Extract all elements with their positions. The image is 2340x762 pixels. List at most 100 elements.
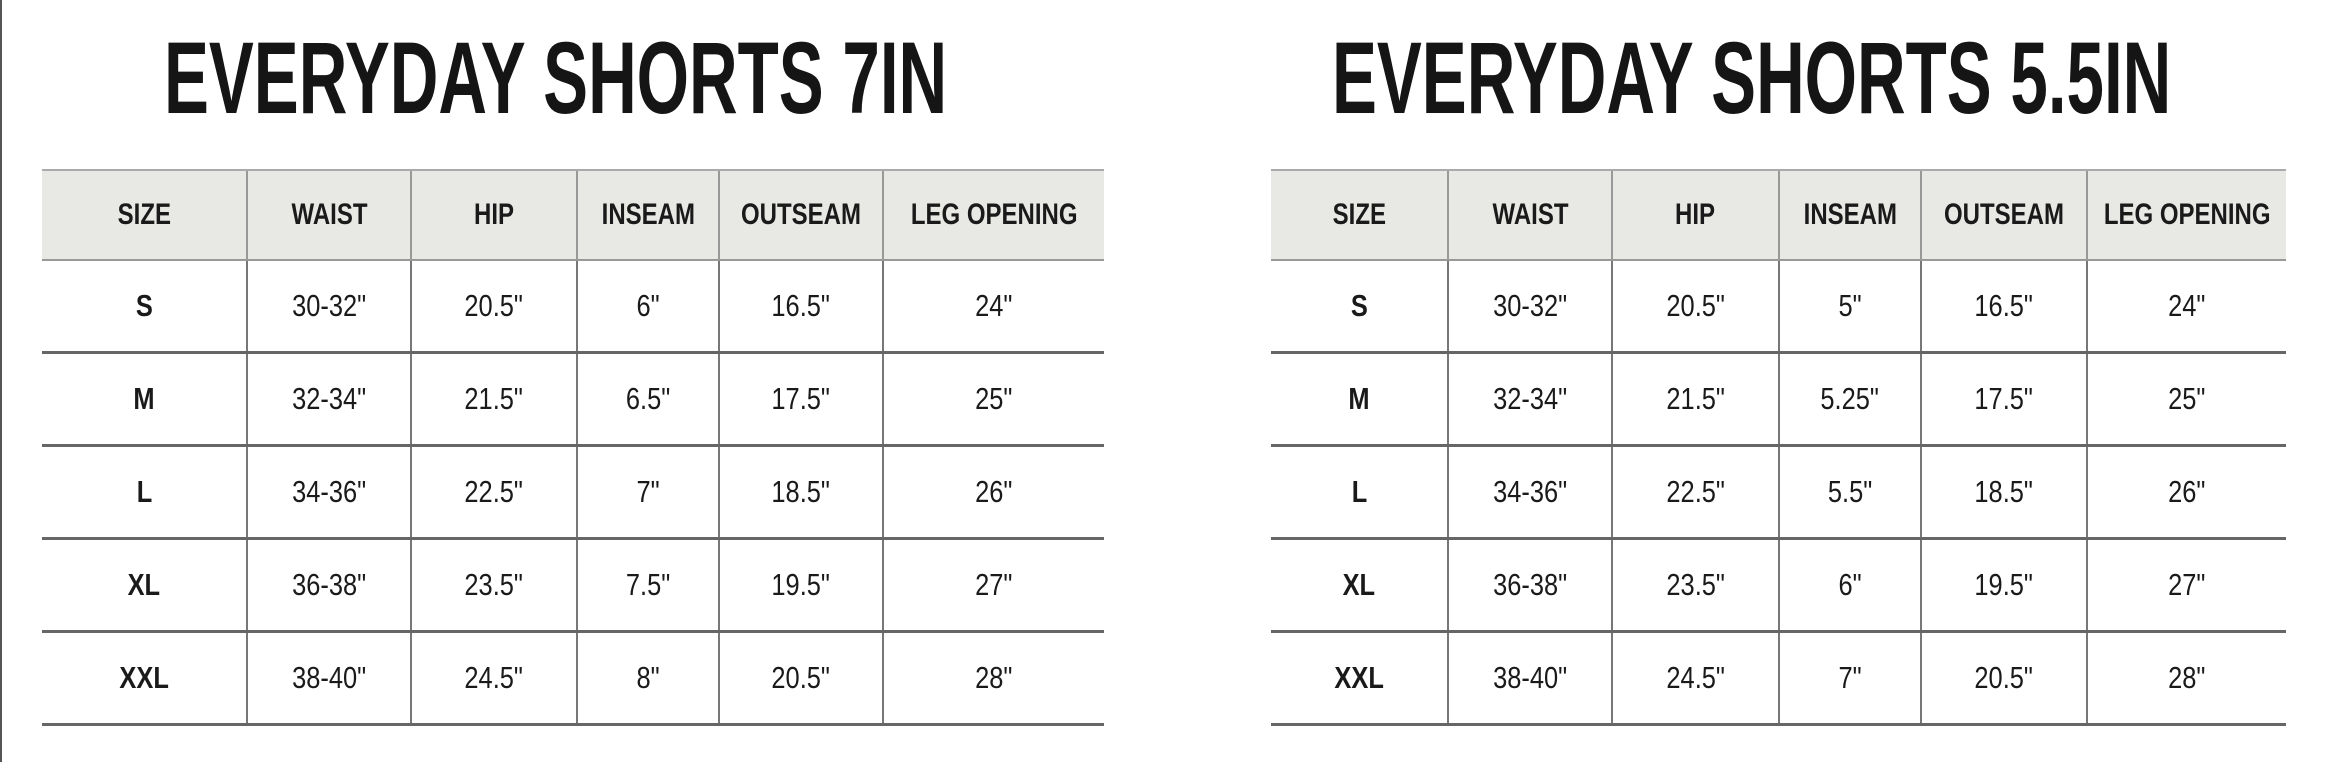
cell-text: 7" xyxy=(1838,660,1862,695)
cell-text: HIP xyxy=(1675,198,1716,231)
header-row: SIZE WAIST HIP INSEAM OUTSEAM LEG OPENING xyxy=(42,169,1104,261)
cell-text: 36-38" xyxy=(291,567,367,602)
table-cell: 7" xyxy=(576,447,718,537)
cell-text: SIZE xyxy=(1332,198,1386,231)
cell-text: 34-36" xyxy=(291,474,367,509)
cell-text: 17.5" xyxy=(771,381,831,416)
table-row: L 34-36" 22.5" 5.5" 18.5" 26" xyxy=(1271,447,2286,540)
table-cell: 34-36" xyxy=(1447,447,1611,537)
table-cell: 5.5" xyxy=(1778,447,1920,537)
cell-text: 18.5" xyxy=(771,474,831,509)
table-cell: 22.5" xyxy=(1611,447,1778,537)
cell-text: 28" xyxy=(2168,660,2206,695)
table-cell: 27" xyxy=(882,540,1104,630)
column-header: LEG OPENING xyxy=(882,171,1104,259)
cell-text: WAIST xyxy=(291,198,367,231)
column-header: OUTSEAM xyxy=(1920,171,2086,259)
table-cell: 19.5" xyxy=(718,540,882,630)
cell-text: 36-38" xyxy=(1492,567,1568,602)
cell-text: 5.5" xyxy=(1827,474,1873,509)
column-header: INSEAM xyxy=(1778,171,1920,259)
cell-text: 5" xyxy=(1838,288,1862,323)
table-row: M 32-34" 21.5" 5.25" 17.5" 25" xyxy=(1271,354,2286,447)
table-cell: 5" xyxy=(1778,261,1920,351)
table-cell: 28" xyxy=(882,633,1104,723)
column-header: INSEAM xyxy=(576,171,718,259)
cell-text: 20.5" xyxy=(1974,660,2034,695)
cell-text: 6" xyxy=(636,288,660,323)
table-cell: 18.5" xyxy=(1920,447,2086,537)
cell-text: S xyxy=(1350,288,1368,323)
cell-text: 28" xyxy=(975,660,1013,695)
cell-text: 19.5" xyxy=(771,567,831,602)
cell-text: 19.5" xyxy=(1974,567,2034,602)
cell-text: 25" xyxy=(2168,381,2206,416)
cell-text: 6" xyxy=(1838,567,1862,602)
table-cell: S xyxy=(1271,261,1447,351)
table-title-7in: EVERYDAY SHORTS 7IN xyxy=(164,21,948,135)
cell-text: 21.5" xyxy=(1666,381,1725,416)
table-cell: 18.5" xyxy=(718,447,882,537)
table-cell: 24" xyxy=(2086,261,2286,351)
table-cell: 38-40" xyxy=(1447,633,1611,723)
cell-text: 26" xyxy=(975,474,1013,509)
table-cell: M xyxy=(1271,354,1447,444)
table-cell: M xyxy=(42,354,246,444)
table-cell: 26" xyxy=(882,447,1104,537)
cell-text: L xyxy=(136,474,152,509)
cell-text: 6.5" xyxy=(625,381,671,416)
cell-text: 32-34" xyxy=(291,381,367,416)
column-header: LEG OPENING xyxy=(2086,171,2286,259)
table-cell: 21.5" xyxy=(410,354,576,444)
table-cell: 30-32" xyxy=(246,261,410,351)
table-cell: 20.5" xyxy=(1611,261,1778,351)
table-cell: 16.5" xyxy=(718,261,882,351)
table-cell: XL xyxy=(1271,540,1447,630)
table-cell: 7" xyxy=(1778,633,1920,723)
cell-text: HIP xyxy=(473,198,514,231)
table-cell: 8" xyxy=(576,633,718,723)
cell-text: 16.5" xyxy=(771,288,831,323)
table-title-5-5in: EVERYDAY SHORTS 5.5IN xyxy=(1332,21,2172,135)
table-cell: 28" xyxy=(2086,633,2286,723)
table-row: XL 36-38" 23.5" 6" 19.5" 27" xyxy=(1271,540,2286,633)
column-header: HIP xyxy=(410,171,576,259)
table-cell: 5.25" xyxy=(1778,354,1920,444)
size-table-7in: SIZE WAIST HIP INSEAM OUTSEAM LEG OPENING S 30-… xyxy=(42,169,1104,726)
table-cell: 6" xyxy=(576,261,718,351)
table-row: XL 36-38" 23.5" 7.5" 19.5" 27" xyxy=(42,540,1104,633)
table-row: S 30-32" 20.5" 6" 16.5" 24" xyxy=(42,261,1104,354)
cell-text: 30-32" xyxy=(291,288,367,323)
cell-text: 24" xyxy=(975,288,1013,323)
cell-text: 22.5" xyxy=(464,474,524,509)
table-cell: 24.5" xyxy=(1611,633,1778,723)
column-header: SIZE xyxy=(1271,171,1447,259)
cell-text: M xyxy=(1348,381,1370,416)
column-header: SIZE xyxy=(42,171,246,259)
table-row: S 30-32" 20.5" 5" 16.5" 24" xyxy=(1271,261,2286,354)
cell-text: 25" xyxy=(975,381,1013,416)
cell-text: 21.5" xyxy=(464,381,524,416)
size-table-5-5in: SIZE WAIST HIP INSEAM OUTSEAM LEG OPENING S 30-… xyxy=(1271,169,2286,726)
cell-text: 27" xyxy=(2168,567,2206,602)
cell-text: 8" xyxy=(636,660,660,695)
table-cell: 17.5" xyxy=(718,354,882,444)
column-header: WAIST xyxy=(1447,171,1611,259)
cell-text: WAIST xyxy=(1492,198,1568,231)
cell-text: 24.5" xyxy=(464,660,524,695)
table-cell: 6" xyxy=(1778,540,1920,630)
cell-text: 23.5" xyxy=(464,567,524,602)
left-border xyxy=(0,0,2,762)
table-cell: 30-32" xyxy=(1447,261,1611,351)
table-cell: 27" xyxy=(2086,540,2286,630)
cell-text: 7" xyxy=(636,474,660,509)
table-cell: 36-38" xyxy=(1447,540,1611,630)
cell-text: 32-34" xyxy=(1492,381,1568,416)
cell-text: XXL xyxy=(1334,660,1384,695)
cell-text: 20.5" xyxy=(464,288,524,323)
header-row: SIZE WAIST HIP INSEAM OUTSEAM LEG OPENING xyxy=(1271,169,2286,261)
cell-text: 7.5" xyxy=(625,567,671,602)
cell-text: XXL xyxy=(119,660,169,695)
cell-text: OUTSEAM xyxy=(1944,198,2064,231)
table-cell: 19.5" xyxy=(1920,540,2086,630)
